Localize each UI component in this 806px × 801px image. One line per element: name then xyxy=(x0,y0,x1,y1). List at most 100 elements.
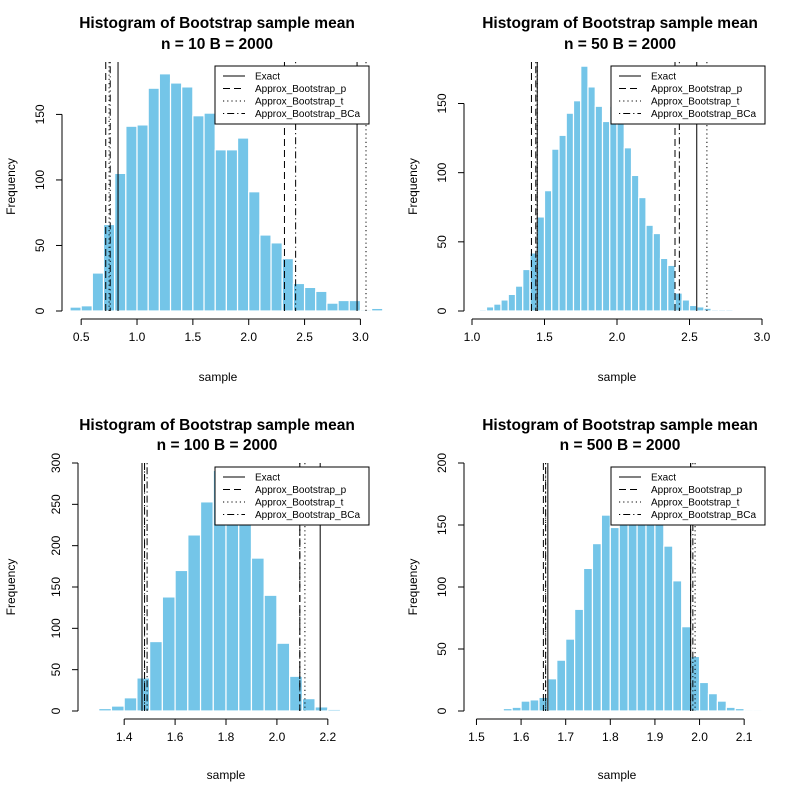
chart-title: Histogram of Bootstrap sample mean xyxy=(79,417,355,434)
histogram-panel-1: Histogram of Bootstrap sample mean n = 10… xyxy=(4,15,384,384)
x-tick-label: 2.2 xyxy=(319,730,336,744)
histogram-bar xyxy=(594,105,604,312)
chart-title: Histogram of Bootstrap sample mean xyxy=(79,15,355,32)
chart-subtitle: n = 500 B = 2000 xyxy=(560,437,681,454)
chart-title: Histogram of Bootstrap sample mean xyxy=(482,15,758,32)
y-tick-label: 150 xyxy=(49,577,63,597)
y-tick-label: 200 xyxy=(49,535,63,555)
histogram-bar xyxy=(645,224,654,312)
histogram-bar xyxy=(572,100,582,312)
legend-entry: Approx_Bootstrap_t xyxy=(255,97,344,108)
histogram-bar xyxy=(645,497,656,712)
histogram-bar xyxy=(558,134,567,312)
histogram-bar xyxy=(672,580,683,712)
histogram-bar xyxy=(703,307,712,312)
histogram-bar xyxy=(522,268,531,312)
histogram-bar xyxy=(580,65,589,312)
x-tick-label: 2.0 xyxy=(240,330,257,344)
chart-subtitle: n = 50 B = 2000 xyxy=(564,36,676,53)
histogram-bar xyxy=(547,678,558,712)
histogram-bar xyxy=(225,149,239,312)
histogram-panel-4: Histogram of Bootstrap sample mean n = 50… xyxy=(406,417,766,782)
x-tick-label: 1.8 xyxy=(602,730,619,744)
x-axis-label: sample xyxy=(598,768,637,782)
histogram-bar xyxy=(225,503,240,712)
histogram-bar xyxy=(618,510,629,712)
histogram-bar xyxy=(638,196,647,312)
y-axis-label: Frequency xyxy=(4,158,18,215)
x-tick-label: 2.5 xyxy=(296,330,313,344)
histogram-bar xyxy=(565,638,576,712)
histogram-bar xyxy=(752,709,763,712)
legend-box xyxy=(610,65,766,125)
x-axis-label: sample xyxy=(207,768,246,782)
legend-entry: Exact xyxy=(255,72,280,83)
legend-entry: Exact xyxy=(255,473,280,484)
legend-entry: Exact xyxy=(651,72,676,83)
y-tick-label: 100 xyxy=(33,170,47,190)
histogram-bar xyxy=(192,115,205,312)
histogram-bar xyxy=(582,567,594,712)
histogram-bar xyxy=(314,706,329,712)
chart-title: Histogram of Bootstrap sample mean xyxy=(482,417,758,434)
legend-entry: Approx_Bootstrap_t xyxy=(255,498,344,509)
histogram-bar xyxy=(281,257,294,312)
histogram-bar xyxy=(734,707,745,712)
histogram-bar xyxy=(301,697,316,712)
histogram-bar xyxy=(250,557,265,712)
histogram-bar xyxy=(654,521,665,712)
histogram-bar xyxy=(478,309,488,312)
histogram-bar xyxy=(248,191,261,312)
histogram-bar xyxy=(743,709,754,712)
x-axis-label: sample xyxy=(199,370,238,384)
histogram-bar xyxy=(203,112,216,312)
x-tick-label: 1.5 xyxy=(536,330,553,344)
histogram-bar xyxy=(551,148,560,312)
histogram-bar xyxy=(181,86,194,312)
histogram-bar xyxy=(136,124,149,312)
histogram-bar xyxy=(574,608,585,712)
histogram-bar xyxy=(681,626,692,712)
histogram-bar xyxy=(174,569,189,712)
x-tick-label: 1.4 xyxy=(116,730,133,744)
histogram-bar xyxy=(707,693,718,712)
histogram-bar xyxy=(698,681,710,712)
legend-entry: Approx_Bootstrap_p xyxy=(255,84,347,95)
histogram-bar xyxy=(609,526,620,712)
x-tick-label: 1.5 xyxy=(468,730,485,744)
y-tick-label: 50 xyxy=(435,642,449,656)
y-axis-label: Frequency xyxy=(406,559,420,616)
histogram-bar xyxy=(710,309,720,312)
histogram-bar xyxy=(681,299,691,312)
legend-entry: Approx_Bootstrap_BCa xyxy=(651,510,757,521)
legend-entry: Exact xyxy=(651,473,676,484)
histogram-bar xyxy=(493,303,502,312)
x-tick-label: 3.0 xyxy=(352,330,369,344)
histogram-bar xyxy=(630,174,640,312)
y-tick-label: 150 xyxy=(33,104,47,124)
y-tick-label: 50 xyxy=(33,238,47,252)
legend-entry: Approx_Bootstrap_p xyxy=(255,485,347,496)
histogram-bar xyxy=(337,299,350,312)
histogram-bar xyxy=(315,290,328,312)
legend-entry: Approx_Bootstrap_t xyxy=(651,97,740,108)
x-tick-label: 2.0 xyxy=(269,730,286,744)
histogram-bar xyxy=(270,242,283,312)
histogram-bar xyxy=(214,149,227,312)
legend-entry: Approx_Bootstrap_BCa xyxy=(255,510,361,521)
legend-entry: Approx_Bootstrap_p xyxy=(651,84,743,95)
histogram-bar xyxy=(123,697,138,712)
histogram-bar xyxy=(326,302,339,312)
histogram-bar xyxy=(348,299,362,312)
x-tick-label: 2.5 xyxy=(681,330,698,344)
histogram-bar xyxy=(276,642,291,712)
histogram-bar xyxy=(484,709,495,712)
histogram-bar xyxy=(616,112,625,312)
x-tick-label: 2.0 xyxy=(691,730,708,744)
histogram-bar xyxy=(514,285,524,312)
x-tick-label: 1.5 xyxy=(185,330,202,344)
